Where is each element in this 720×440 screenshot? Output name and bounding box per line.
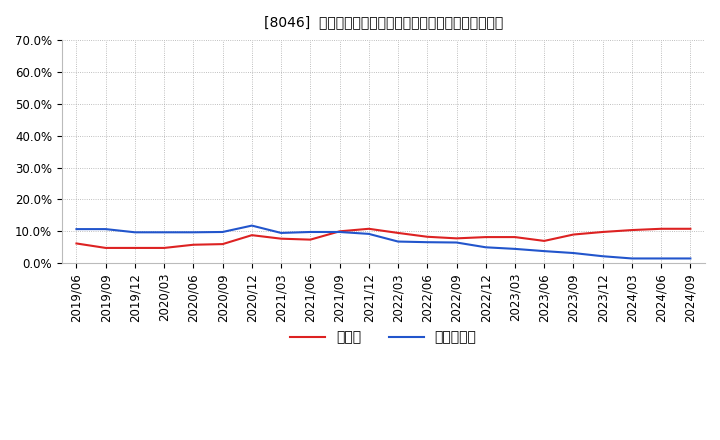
Title: [8046]  現預金、有利子負債の総資産に対する比率の推移: [8046] 現預金、有利子負債の総資産に対する比率の推移 <box>264 15 503 29</box>
有利子負債 <box>306 229 315 235</box>
現顔金 <box>218 242 227 247</box>
現顔金 <box>130 245 139 250</box>
有利子負債 <box>160 230 168 235</box>
有利子負債 <box>276 230 285 235</box>
有利子負債 <box>248 223 256 228</box>
有利子負債 <box>72 227 81 232</box>
有利子負債 <box>598 253 607 259</box>
Legend: 現顔金, 有利子負債: 現顔金, 有利子負債 <box>284 325 482 350</box>
現顔金 <box>102 245 110 250</box>
現顔金 <box>423 234 431 239</box>
現顔金 <box>657 226 665 231</box>
有利子負債 <box>657 256 665 261</box>
有利子負債 <box>452 240 461 245</box>
現顔金 <box>482 235 490 240</box>
Line: 有利子負債: 有利子負債 <box>76 226 690 258</box>
現顔金 <box>248 232 256 238</box>
有利子負債 <box>482 245 490 250</box>
有利子負債 <box>102 227 110 232</box>
現顔金 <box>189 242 198 247</box>
有利子負債 <box>364 231 373 237</box>
現顔金 <box>160 245 168 250</box>
現顔金 <box>364 226 373 231</box>
現顔金 <box>72 241 81 246</box>
現顔金 <box>336 229 344 234</box>
有利子負債 <box>336 229 344 235</box>
現顔金 <box>686 226 695 231</box>
有利子負債 <box>218 229 227 235</box>
有利子負債 <box>394 239 402 244</box>
有利子負債 <box>569 250 577 256</box>
現顔金 <box>628 227 636 233</box>
有利子負債 <box>540 249 549 254</box>
有利子負債 <box>423 239 431 245</box>
現顔金 <box>569 232 577 237</box>
Line: 現顔金: 現顔金 <box>76 229 690 248</box>
現顔金 <box>510 235 519 240</box>
有利子負債 <box>510 246 519 252</box>
現顔金 <box>540 238 549 244</box>
現顔金 <box>276 236 285 241</box>
有利子負債 <box>686 256 695 261</box>
有利子負債 <box>189 230 198 235</box>
現顔金 <box>452 236 461 241</box>
有利子負債 <box>628 256 636 261</box>
現顔金 <box>306 237 315 242</box>
現顔金 <box>394 230 402 235</box>
有利子負債 <box>130 230 139 235</box>
現顔金 <box>598 229 607 235</box>
